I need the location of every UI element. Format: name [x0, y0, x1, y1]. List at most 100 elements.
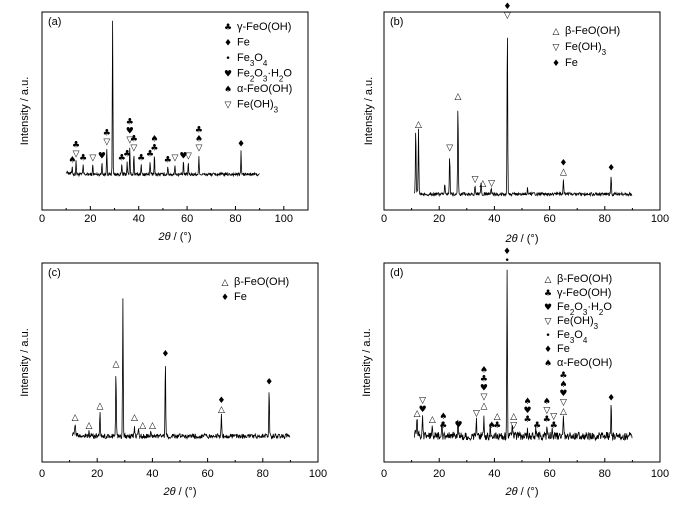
peak-marker: ♣: [146, 150, 154, 160]
legend: ♣ γ-FeO(OH)♦ Fe• Fe3O4♥ Fe2O3·H2O♠ α-FeO(OH)▽…: [224, 21, 292, 114]
legend-label: Fe: [565, 57, 578, 69]
peak-marker: ♣: [72, 141, 80, 151]
peak-marker: ♥: [179, 151, 187, 161]
peak-marker: △: [149, 421, 156, 431]
plot-frame: [41, 11, 309, 211]
x-tick-label: 40: [133, 213, 145, 225]
peak-marker: ♠: [523, 397, 531, 407]
text-span: 2θ: [505, 486, 518, 498]
x-tick-label: 0: [381, 468, 387, 480]
x-axis-label: 2θ / (°): [505, 486, 539, 498]
panel-label: (c): [48, 267, 61, 279]
legend-symbol: ♣: [224, 23, 232, 33]
text-span: γ-FeO(OH): [557, 287, 611, 299]
y-axis-label: Intensity / a.u.: [363, 77, 375, 145]
text-span: O: [603, 301, 612, 313]
legend-label: Fe3O4: [237, 52, 268, 68]
peak-marker: ▽: [185, 151, 192, 161]
legend-label: Fe(OH)3: [565, 41, 607, 57]
peak-marker: △: [72, 413, 79, 423]
peak-marker: ♦: [265, 377, 273, 387]
panel-d: 0 20 40 60 80 100 2θ / (°) Intensity / a.u. (d) △…: [361, 247, 669, 498]
peak-marker: △: [480, 401, 487, 411]
peak-marker: ♣: [543, 415, 551, 425]
text-span: β-FeO(OH): [234, 276, 289, 288]
peak-marker: ▽: [130, 144, 137, 154]
peak-marker: ▽: [480, 392, 487, 402]
peak-marker: ♥: [419, 405, 427, 415]
legend-symbol: ♦: [221, 293, 229, 303]
x-tick-label: 20: [91, 468, 103, 480]
legend-symbol: ♦: [224, 39, 232, 49]
peak-marker: ♥: [454, 421, 462, 431]
legend: △ β-FeO(OH) ♦ Fe: [221, 276, 289, 303]
peak-marker: ▽: [103, 138, 110, 148]
legend-symbol: △: [545, 275, 552, 285]
legend-symbol: ♦: [544, 345, 552, 355]
text-span: / (°): [518, 486, 539, 498]
legend-symbol: ♥: [224, 70, 232, 80]
peak-marker: ♥: [98, 151, 106, 161]
text-span: / (°): [176, 486, 197, 498]
legend-symbol: ▽: [225, 101, 232, 111]
text-span: Fe: [234, 291, 247, 303]
text-span: 2: [570, 308, 575, 317]
text-span: α-FeO(OH): [237, 83, 292, 95]
peak-marker: △: [494, 412, 501, 422]
legend-symbol: •: [225, 54, 230, 64]
peak-marker: ♥: [523, 406, 531, 416]
text-span: α-FeO(OH): [557, 357, 612, 369]
text-span: ·H: [267, 68, 279, 80]
peak-marker: ▽: [473, 409, 480, 419]
x-tick-label: 60: [181, 213, 193, 225]
x-tick-label: 60: [201, 468, 213, 480]
peak-marker: ♦: [503, 247, 511, 257]
peak-marker: ♣: [550, 421, 558, 431]
peak-marker: ♣: [493, 421, 501, 431]
x-tick-label: 20: [433, 468, 445, 480]
legend-label: Fe2O3·H2O: [237, 68, 292, 84]
peak-marker: ♠: [559, 380, 567, 390]
peak-marker: △: [510, 412, 517, 422]
panel-b: 0 20 40 60 80 100 2θ / (°) Intensity / a.u. (b) △…: [363, 2, 669, 245]
peak-marker: ♣: [439, 421, 447, 431]
y-axis-label: Intensity / a.u.: [19, 77, 31, 145]
peak-marker: ♣: [164, 155, 172, 165]
peak-marker: ♣: [103, 129, 111, 139]
peak-marker: △: [415, 120, 422, 130]
legend-label: β-FeO(OH): [234, 276, 289, 288]
x-tick-label: 0: [381, 213, 387, 225]
text-span: Fe(OH): [557, 315, 594, 327]
text-span: 2: [599, 308, 604, 317]
panel-label: (a): [48, 16, 61, 28]
legend-symbol: ♠: [544, 359, 552, 369]
text-span: Fe: [557, 301, 570, 313]
peak-marker: ♥: [559, 389, 567, 399]
legend-label: Fe(OH)3: [237, 99, 279, 115]
legend-symbol: ♥: [544, 303, 552, 313]
peak-marker: ▽: [195, 144, 202, 154]
peak-marker: ♠: [195, 135, 203, 145]
xrd-pattern: [414, 269, 633, 442]
peak-marker: ♠: [150, 135, 158, 145]
peak-marker: ♦: [217, 396, 225, 406]
peak-marker: ♣: [118, 153, 126, 163]
peak-marker: △: [414, 409, 421, 419]
x-axis-label: 2θ / (°): [158, 231, 192, 243]
text-span: Fe: [237, 37, 250, 49]
x-tick-label: 0: [39, 213, 45, 225]
legend-symbol: ▽: [553, 43, 560, 53]
text-span: 3: [583, 308, 588, 317]
x-axis-label: 2θ / (°): [505, 233, 539, 245]
peak-marker: ▽: [472, 175, 479, 185]
x-tick-label: 60: [543, 213, 555, 225]
x-tick-label: 100: [275, 213, 293, 225]
panel-label: (d): [390, 267, 403, 279]
text-span: 2θ: [158, 231, 171, 243]
legend-symbol: △: [222, 278, 229, 288]
peak-marker: ▽: [126, 136, 133, 146]
legend-label: γ-FeO(OH): [237, 21, 291, 33]
y-axis-label: Intensity / a.u.: [19, 328, 31, 396]
legend-label: γ-FeO(OH): [557, 287, 611, 299]
text-span: β-FeO(OH): [565, 25, 620, 37]
